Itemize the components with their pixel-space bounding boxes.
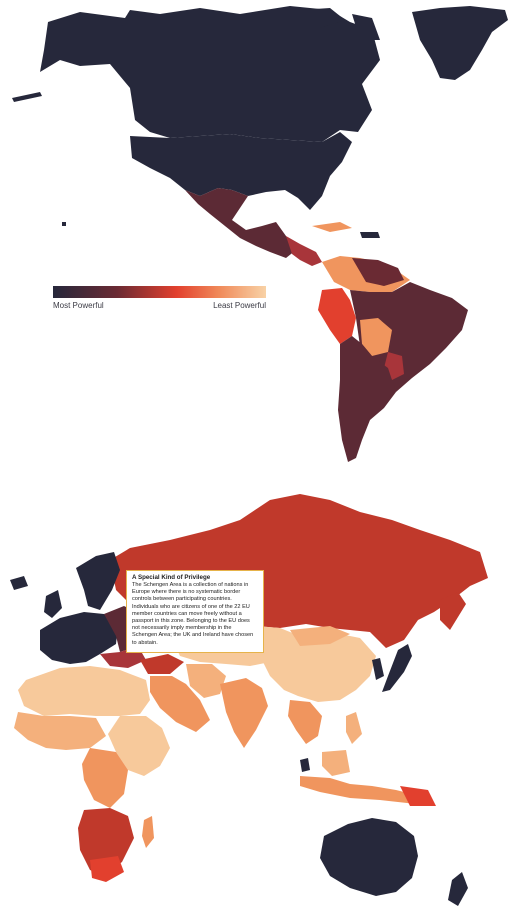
indonesia-region [300,776,420,804]
iceland-region [10,576,28,590]
canada-region [40,6,380,142]
mongolia-region [290,626,350,646]
philippines-region [346,712,362,744]
power-legend: Most Powerful Least Powerful [53,286,266,310]
argentina-chile-region [338,336,396,462]
aleutian-islands [12,92,42,102]
papua-region [400,786,436,806]
china-region [262,632,376,702]
north-africa-region [18,666,150,716]
bolivia-region [360,318,392,356]
central-america-region [286,236,322,266]
japan-region [382,644,412,692]
legend-max-label: Least Powerful [213,301,266,310]
southern-africa-region [78,808,134,876]
central-africa-region [82,748,128,808]
australia-region [320,818,418,896]
legend-gradient-bar [53,286,266,298]
south-africa-region [90,856,124,882]
legend-labels: Most Powerful Least Powerful [53,301,266,310]
middle-east-region [150,676,210,732]
uk-ireland-region [44,590,62,618]
callout-body: The Schengen Area is a collection of nat… [132,582,254,646]
schengen-callout: A Special Kind of Privilege The Schengen… [126,570,264,653]
india-region [220,678,268,748]
caribbean-islands [360,232,380,238]
scandinavia-region [76,552,120,610]
usa-region [130,132,352,210]
legend-min-label: Most Powerful [53,301,104,310]
arctic-island [352,14,380,40]
southeast-asia-region [288,700,322,744]
madagascar-region [142,816,154,848]
west-africa-region [14,712,106,750]
kamchatka-region [440,592,466,630]
arctic-island [300,8,345,28]
americas-map [12,6,508,462]
turkey-region [140,654,184,674]
greenland-region [412,6,508,80]
caribbean-islands [312,222,352,232]
mexico-region [185,188,296,258]
new-zealand-region [448,872,468,906]
iran-region [186,664,226,698]
korea-region [372,658,384,680]
callout-title: A Special Kind of Privilege [132,574,211,581]
venezuela-region [352,258,404,286]
ecuador-peru-region [318,288,356,344]
borneo-region [322,750,350,776]
hawaii-islands [62,222,66,226]
east-africa-region [108,716,170,776]
western-europe-region [40,612,118,664]
eastern-hemisphere-map [10,494,488,906]
singapore-malaysia-region [300,758,310,772]
